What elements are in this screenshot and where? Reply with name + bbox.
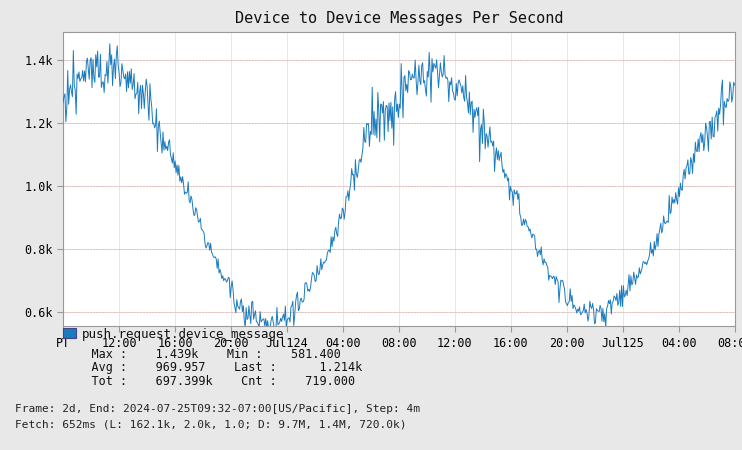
Text: push.request.device_message: push.request.device_message	[82, 328, 284, 341]
Text: Fetch: 652ms (L: 162.1k, 2.0k, 1.0; D: 9.7M, 1.4M, 720.0k): Fetch: 652ms (L: 162.1k, 2.0k, 1.0; D: 9…	[15, 419, 407, 429]
Text: Avg :    969.957    Last :      1.214k: Avg : 969.957 Last : 1.214k	[63, 361, 362, 374]
Text: Max :    1.439k    Min :    581.400: Max : 1.439k Min : 581.400	[63, 348, 341, 361]
Text: Tot :    697.399k    Cnt :    719.000: Tot : 697.399k Cnt : 719.000	[63, 375, 355, 388]
Title: Device to Device Messages Per Second: Device to Device Messages Per Second	[234, 11, 563, 26]
Text: Frame: 2d, End: 2024-07-25T09:32-07:00[US/Pacific], Step: 4m: Frame: 2d, End: 2024-07-25T09:32-07:00[U…	[15, 404, 420, 414]
